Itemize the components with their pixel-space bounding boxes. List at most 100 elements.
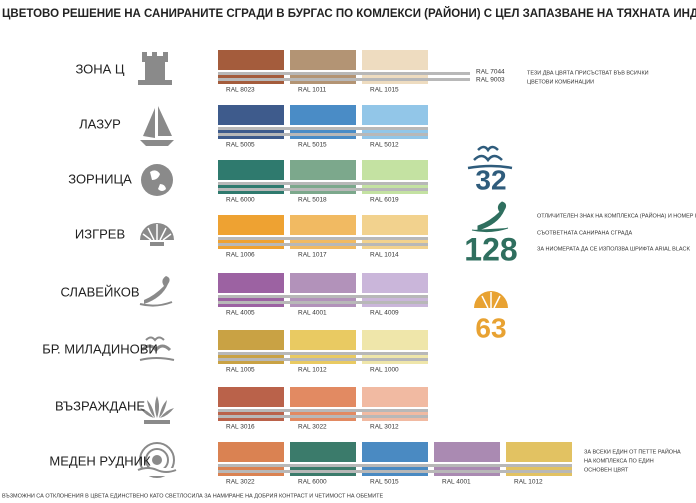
stripe-gray (218, 78, 470, 81)
swatch-band (362, 75, 428, 78)
swatch-band (362, 412, 428, 415)
ral-code: RAL 5012 (370, 142, 399, 149)
swatch-band (218, 81, 284, 84)
base-code: RAL 9003 (476, 77, 505, 84)
swatch-band (290, 412, 356, 415)
icons (137, 52, 177, 478)
ral-code: RAL 3016 (226, 424, 255, 431)
ral-code: RAL 4001 (298, 310, 327, 317)
swatch-band (218, 75, 284, 78)
swatch-band (290, 130, 356, 133)
stripe-gray (218, 415, 428, 418)
swatch-band (434, 467, 500, 470)
zone-name: МЕДЕН РУДНИК (49, 453, 151, 468)
badge-number: 63 (475, 312, 506, 343)
footer: ВЪЗМОЖНИ СА ОТКЛОНЕНИЯ В ЦВЕТА ЕДИНСТВЕН… (2, 493, 384, 499)
swatch (218, 215, 284, 235)
ral-code: RAL 3022 (298, 424, 327, 431)
swatch-band (506, 467, 572, 470)
swatch (218, 387, 284, 407)
stripe-gray (218, 295, 428, 298)
stripe-gray (218, 133, 428, 136)
swatch (362, 50, 428, 70)
ral-code: RAL 6000 (298, 479, 327, 486)
swatch-band (362, 304, 428, 307)
swatch (218, 330, 284, 350)
badge-icons (467, 145, 513, 309)
badge-number: 32 (475, 164, 506, 195)
swatch (290, 442, 356, 462)
swatch-band (290, 304, 356, 307)
stripe-gray (218, 188, 428, 191)
swatch-band (362, 81, 428, 84)
ral-code: RAL 4009 (370, 310, 399, 317)
swatch (362, 387, 428, 407)
swatch-band (290, 473, 356, 476)
ral-code: RAL 1015 (370, 87, 399, 94)
ral-code: RAL 1014 (370, 252, 399, 259)
ral-code: RAL 1000 (370, 367, 399, 374)
stripe-gray (218, 409, 428, 412)
stripe-gray (218, 237, 428, 240)
stripe-gray (218, 464, 572, 467)
swatch (362, 442, 428, 462)
swatch-band (218, 361, 284, 364)
icon-tower (138, 52, 172, 85)
stripe-gray (218, 72, 470, 75)
swatch-band (218, 412, 284, 415)
swatch-band (218, 304, 284, 307)
ral-code: RAL 3012 (370, 424, 399, 431)
swatch (290, 387, 356, 407)
base-note: ТЕЗИ ДВА ЦВЯТА ПРИСЪСТВАТ ВЪВ ВСИЧКИ (527, 70, 649, 76)
icon-globe (141, 164, 173, 196)
zone-name: ЗОНА Ц (75, 61, 124, 76)
swatch-band (290, 136, 356, 139)
badge-note: ОТЛИЧИТЕЛЕН ЗНАК НА КОМПЛЕКСА (РАЙОНА) И… (537, 211, 696, 219)
swatch-band (218, 246, 284, 249)
stripe-gray (218, 127, 428, 130)
base-note: ЦВЕТОВИ КОМБИНАЦИИ (527, 79, 594, 85)
swatch-band (218, 355, 284, 358)
ral-code: RAL 5005 (226, 142, 255, 149)
ral-code: RAL 3022 (226, 479, 255, 486)
ral-code: RAL 5018 (298, 197, 327, 204)
main-note: ЗА ВСЕКИ ЕДИН ОТ ПЕТТЕ РАЙОНА (584, 447, 681, 455)
swatch (290, 105, 356, 125)
swatch-band (218, 473, 284, 476)
swatch (290, 330, 356, 350)
swatch-band (218, 185, 284, 188)
ral-code: RAL 1005 (226, 367, 255, 374)
swatch-band (290, 355, 356, 358)
main-note: НА КОМПЛЕКСА ПО ЕДИН (584, 458, 654, 464)
stripe-gray (218, 352, 428, 355)
zone-name: ВЪЗРАЖДАНЕ (55, 398, 145, 413)
swatch (290, 273, 356, 293)
swatch (434, 442, 500, 462)
icon-swan (139, 276, 173, 307)
ral-code: RAL 5015 (370, 479, 399, 486)
swatch-band (218, 130, 284, 133)
swatch-band (362, 418, 428, 421)
swatch-band (290, 75, 356, 78)
icon-sun (137, 442, 177, 478)
ral-code: RAL 4005 (226, 310, 255, 317)
title: ЦВЕТОВО РЕШЕНИЕ НА САНИРАНИТЕ СГРАДИ В Б… (2, 7, 696, 20)
swatch (362, 273, 428, 293)
stripe-gray (218, 182, 428, 185)
swatch-band (362, 240, 428, 243)
swatch-band (290, 298, 356, 301)
swatch-band (290, 185, 356, 188)
stripe-gray (218, 470, 572, 473)
ral-code: RAL 6019 (370, 197, 399, 204)
swatch (290, 50, 356, 70)
swatch-band (218, 136, 284, 139)
zone-name: БР. МИЛАДИНОВИ (42, 341, 157, 356)
ral-code: RAL 1017 (298, 252, 327, 259)
icon-birds (139, 336, 175, 361)
swatch-band (362, 467, 428, 470)
swatch (362, 215, 428, 235)
zone-name: ЛАЗУР (79, 116, 121, 131)
stripe-gray (218, 243, 428, 246)
main-note: ОСНОВЕН ЦВЯТ (584, 467, 629, 473)
swatch (290, 215, 356, 235)
